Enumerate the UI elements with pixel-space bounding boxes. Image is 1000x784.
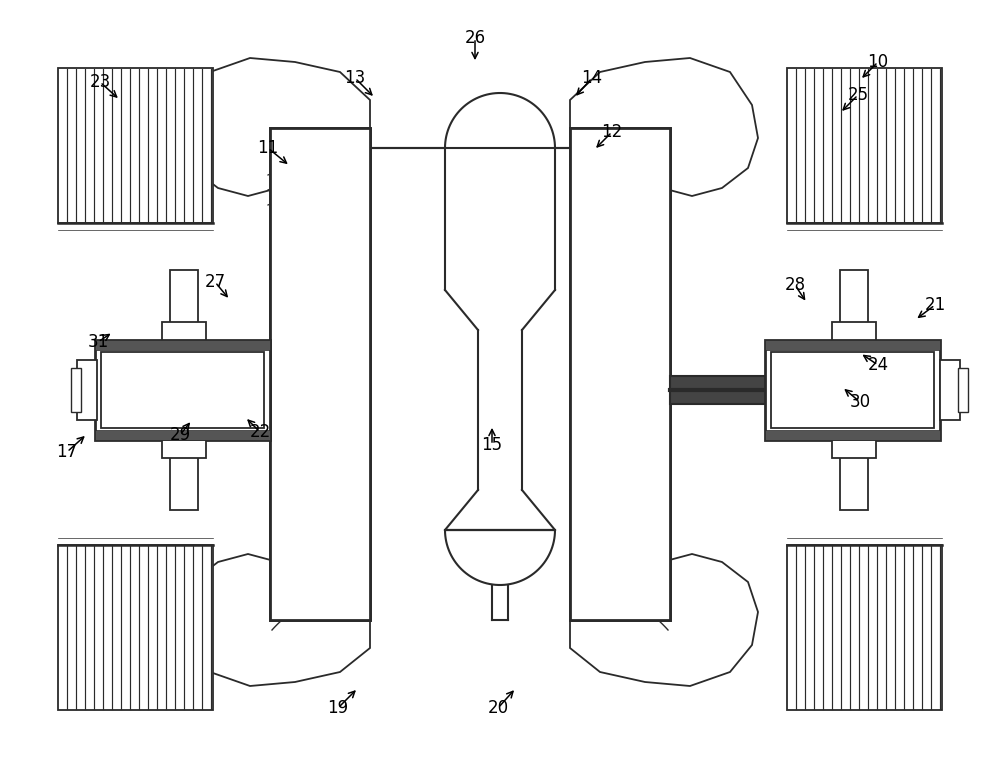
Text: 15: 15	[481, 436, 503, 454]
Bar	[58, 545, 213, 710]
Bar	[670, 376, 845, 404]
Bar	[77, 360, 97, 420]
Text: 19: 19	[327, 699, 349, 717]
Bar	[940, 360, 960, 420]
Text: 30: 30	[849, 393, 871, 411]
Text: 29: 29	[169, 426, 191, 444]
Text: 14: 14	[581, 69, 603, 87]
Bar	[71, 368, 81, 412]
Bar	[787, 545, 942, 710]
Bar	[270, 128, 370, 620]
Bar	[95, 340, 270, 350]
Text: 10: 10	[867, 53, 889, 71]
Bar	[840, 440, 868, 510]
Text: 20: 20	[487, 699, 509, 717]
Text: 22: 22	[249, 423, 271, 441]
Bar	[787, 68, 942, 223]
Bar	[270, 128, 370, 620]
Bar	[58, 68, 213, 223]
Bar	[832, 322, 876, 340]
Bar	[832, 440, 876, 458]
Text: 21: 21	[924, 296, 946, 314]
Bar	[765, 340, 940, 350]
Text: 31: 31	[87, 333, 109, 351]
Text: 23: 23	[89, 73, 111, 91]
Bar	[570, 128, 670, 620]
Polygon shape	[445, 530, 555, 585]
Text: 28: 28	[784, 276, 806, 294]
Bar	[95, 430, 270, 440]
Bar	[765, 340, 940, 440]
Bar	[840, 270, 868, 340]
Text: 17: 17	[56, 443, 78, 461]
Bar	[162, 440, 206, 458]
Bar	[170, 440, 198, 510]
Text: 24: 24	[867, 356, 889, 374]
Polygon shape	[570, 58, 758, 196]
Bar	[162, 322, 206, 340]
Bar	[170, 270, 198, 340]
Bar	[95, 340, 270, 440]
Bar	[765, 430, 940, 440]
Text: 25: 25	[847, 86, 869, 104]
Text: 12: 12	[601, 123, 623, 141]
Polygon shape	[570, 554, 758, 686]
Polygon shape	[182, 58, 370, 196]
Bar	[101, 352, 264, 428]
Bar	[570, 128, 670, 620]
Text: 13: 13	[344, 69, 366, 87]
Bar	[771, 352, 934, 428]
Polygon shape	[182, 554, 370, 686]
Bar	[95, 376, 270, 404]
Text: 26: 26	[464, 29, 486, 47]
Polygon shape	[370, 93, 570, 148]
Text: 11: 11	[257, 139, 279, 157]
Text: 27: 27	[204, 273, 226, 291]
Bar	[958, 368, 968, 412]
